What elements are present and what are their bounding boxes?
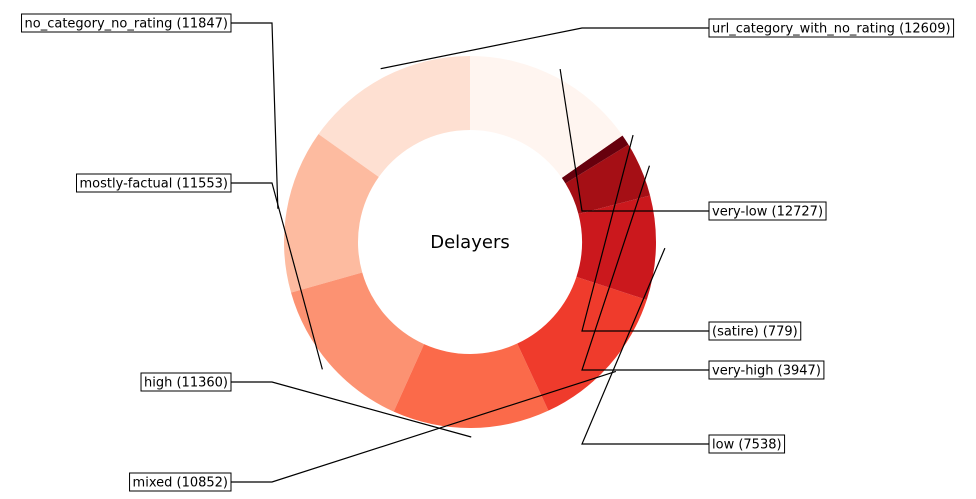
label-box	[21, 13, 232, 33]
leader-line	[230, 182, 323, 370]
leader-line	[581, 247, 710, 445]
label-text: high (11360)	[144, 376, 228, 391]
label-box	[708, 321, 802, 341]
slice-label: url_category_with_no_rating (12609)	[708, 18, 955, 38]
leader-line	[230, 370, 617, 483]
leader-line	[581, 165, 710, 371]
center-label: Delayers	[430, 232, 509, 253]
slice-very-low	[470, 56, 623, 178]
leader-line	[559, 68, 710, 212]
slice-mixed	[517, 276, 647, 411]
slice-mostly-factual	[291, 272, 425, 412]
slice-label: no_category_no_rating (11847)	[21, 13, 232, 33]
slice-label: high (11360)	[140, 372, 232, 392]
slices-group	[284, 56, 656, 428]
label-box	[708, 360, 825, 380]
leader-line	[581, 134, 710, 332]
label-box	[140, 372, 232, 392]
slice-satire	[561, 135, 629, 184]
label-box	[129, 472, 232, 492]
label-box	[708, 201, 827, 221]
label-text: very-low (12727)	[712, 205, 823, 220]
slice-label: very-low (12727)	[708, 201, 827, 221]
slice-high	[393, 343, 549, 428]
slice-label: low (7538)	[708, 434, 786, 454]
label-box	[708, 18, 955, 38]
leader-line	[230, 381, 472, 438]
leader-line	[380, 27, 710, 70]
slice-label: mostly-factual (11553)	[76, 173, 232, 193]
labels-group: url_category_with_no_rating (12609) no_ca…	[21, 13, 955, 492]
label-box	[76, 173, 232, 193]
leader-line	[230, 22, 279, 209]
slice-label: (satire) (779)	[708, 321, 802, 341]
label-text: no_category_no_rating (11847)	[25, 17, 228, 32]
slice-url-category-with-no-rating	[318, 56, 470, 178]
label-text: url_category_with_no_rating (12609)	[712, 22, 951, 37]
slice-very-high	[565, 144, 651, 214]
label-text: (satire) (779)	[712, 325, 798, 340]
slice-no-category-no-rating	[284, 134, 379, 293]
label-text: very-high (3947)	[712, 364, 821, 379]
slice-label: very-high (3947)	[708, 360, 825, 380]
slice-label: mixed (10852)	[129, 472, 232, 492]
leader-lines-group	[230, 22, 710, 483]
label-text: mostly-factual (11553)	[80, 177, 229, 192]
label-box	[708, 434, 786, 454]
label-text: low (7538)	[712, 438, 782, 453]
label-text: mixed (10852)	[133, 476, 228, 491]
